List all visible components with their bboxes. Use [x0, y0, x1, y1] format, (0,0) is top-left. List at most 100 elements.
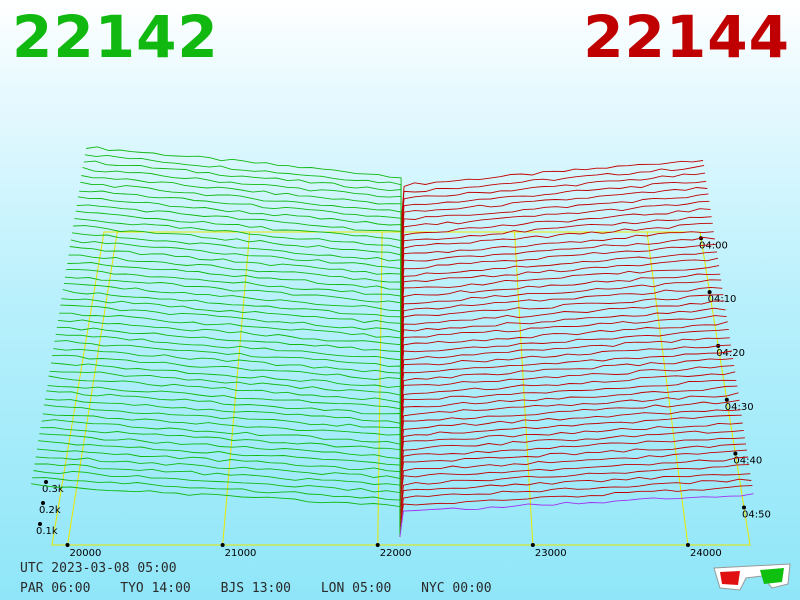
time-tick-dot	[733, 451, 738, 456]
bid-depth-line	[68, 254, 402, 324]
bid-depth-line	[56, 326, 401, 391]
ask-depth-line	[400, 164, 705, 231]
price-tick-label: 23000	[535, 548, 567, 559]
bid-depth-line	[77, 196, 402, 271]
ask-depth-line	[399, 437, 745, 484]
price-tick-label: 22000	[380, 548, 412, 559]
bid-depth-line	[69, 246, 402, 318]
ask-depth-line	[399, 485, 753, 531]
bid-depth-line	[43, 404, 401, 464]
ask-depth-line	[399, 399, 740, 451]
clock-tokyo: TYO 14:00	[120, 581, 191, 596]
volume-tick-label: 0.1k	[36, 526, 58, 537]
bid-depth-line	[74, 218, 402, 291]
3d-glasses-icon[interactable]	[712, 562, 792, 592]
bid-depth-line	[55, 333, 401, 398]
bid-depth-line	[46, 390, 401, 451]
bid-depth-line	[76, 204, 402, 278]
bid-depth-line	[45, 398, 401, 458]
bid-depth-line	[73, 225, 402, 298]
time-tick-dot	[742, 505, 746, 510]
price-gridline	[514, 231, 534, 546]
bid-depth-line	[39, 433, 401, 491]
bid-depth-line	[67, 262, 402, 331]
ask-depth-line	[399, 443, 747, 491]
ask-depth-line	[399, 385, 738, 438]
bid-depth-line	[82, 166, 402, 244]
ask-depth-line	[400, 200, 710, 265]
ask-depth-line	[400, 300, 725, 358]
price-tick-label: 21000	[225, 548, 257, 559]
bid-depth-line	[60, 304, 401, 371]
bid-depth-line	[42, 413, 401, 471]
ask-depth-line	[399, 350, 733, 404]
ask-depth-line	[399, 365, 735, 418]
time-tick-label: 04:40	[733, 456, 762, 467]
bid-depth-line	[36, 448, 401, 504]
bid-depth-line	[61, 298, 402, 364]
ask-depth-line	[400, 328, 729, 384]
ask-depth-line	[400, 315, 727, 371]
price-tick-dot	[685, 543, 690, 547]
ask-depth-line	[400, 193, 709, 258]
ask-depth-line	[400, 180, 707, 245]
ask-depth-line	[399, 344, 731, 398]
bid-depth-line	[49, 370, 401, 431]
time-tick-label: 04:00	[699, 240, 728, 251]
clock-london: LON 05:00	[320, 581, 392, 596]
bid-depth-line	[72, 232, 402, 304]
bid-depth-line	[33, 470, 401, 524]
bid-depth-line	[64, 276, 402, 344]
bid-depth-line	[53, 348, 401, 411]
time-tick-dot	[707, 290, 712, 295]
clock-paris: PAR 06:00	[20, 581, 91, 596]
ask-depth-line	[400, 273, 721, 331]
time-tick-dot	[724, 397, 729, 402]
ask-depth-line	[399, 409, 741, 458]
price-tick-dot	[375, 543, 380, 547]
world-clocks: PAR 06:00 TYO 14:00 BJS 13:00 LON 05:00 …	[20, 581, 514, 596]
ask-depth-line	[400, 231, 714, 291]
price-tick-label: 20000	[70, 548, 102, 559]
price-tick-label: 24000	[690, 548, 722, 559]
time-tick-label: 04:20	[716, 348, 745, 359]
volume-tick-dot	[41, 501, 45, 505]
time-tick-label: 04:50	[742, 509, 771, 520]
ask-depth-line	[399, 473, 751, 518]
bid-price: 22142	[12, 3, 219, 71]
volume-tick-label: 0.2k	[39, 505, 61, 516]
bid-depth-line	[40, 427, 401, 484]
clock-beijing: BJS 13:00	[220, 581, 292, 596]
ask-depth-line	[399, 414, 742, 464]
price-gridline	[222, 231, 251, 546]
price-gridline	[67, 231, 118, 546]
bid-depth-line	[52, 354, 401, 418]
bid-depth-line	[35, 456, 401, 511]
ask-depth-line	[400, 265, 720, 324]
ask-depth-line	[399, 392, 739, 444]
ask-depth-line	[400, 208, 711, 271]
bid-depth-line	[75, 210, 402, 284]
ask-depth-line	[399, 493, 754, 538]
bid-depth-line	[79, 190, 402, 264]
price-gridline	[646, 231, 689, 546]
ask-depth-line	[399, 358, 734, 411]
bid-depth-line	[50, 362, 401, 424]
clock-newyork: NYC 00:00	[421, 581, 492, 596]
ask-depth-line	[400, 222, 713, 284]
ask-depth-line	[400, 294, 724, 351]
ask-depth-line	[399, 379, 737, 431]
ask-depth-line	[399, 371, 736, 424]
ask-depth-line	[400, 251, 718, 311]
ask-depth-line	[400, 286, 723, 344]
ask-depth-line	[400, 243, 716, 304]
bid-depth-line	[57, 319, 401, 384]
ask-depth-line	[399, 449, 748, 498]
utc-timestamp: UTC 2023-03-08 05:00	[20, 561, 177, 576]
bid-depth-line	[41, 419, 401, 478]
bid-depth-line	[66, 269, 402, 338]
ask-depth-line	[400, 279, 722, 338]
bid-depth-line	[34, 463, 401, 517]
volume-tick-dot	[44, 480, 48, 484]
bid-depth-line	[80, 181, 402, 258]
